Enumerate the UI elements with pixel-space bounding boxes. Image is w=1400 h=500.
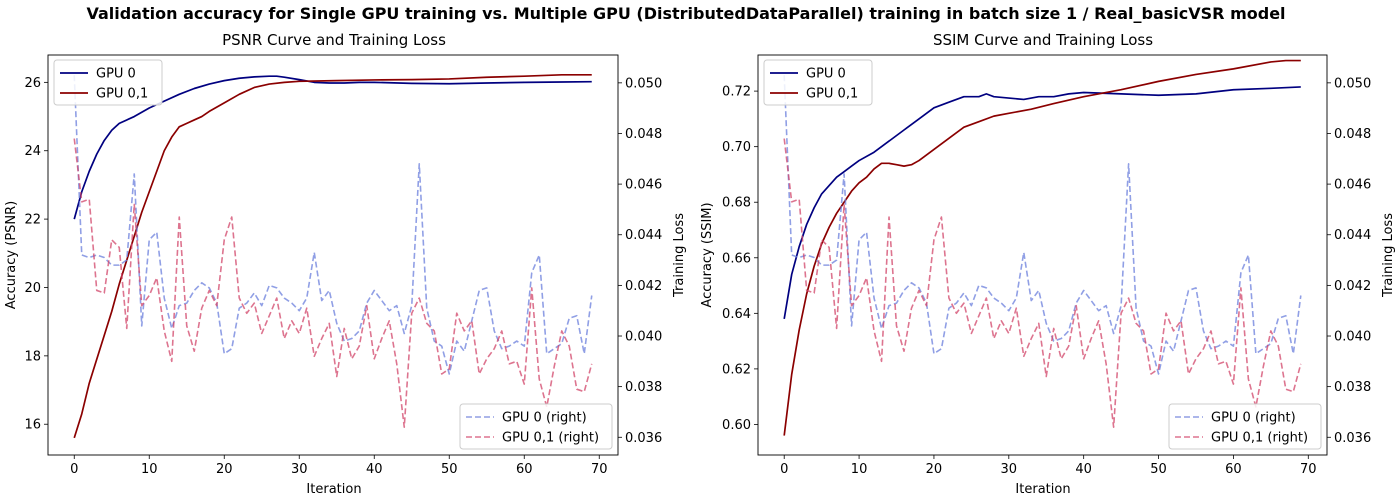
psnr-legend-right-box	[459, 403, 613, 450]
ssim-x-tick-label: 30	[1001, 462, 1018, 477]
ssim-legend-right: GPU 0 (right) GPU 0,1 (right)	[1168, 403, 1322, 450]
psnr-series-line-acc-gpu0	[73, 75, 592, 220]
ssim-y-tick-label: 0.62	[722, 362, 751, 377]
psnr-x-tick-label: 20	[216, 462, 233, 477]
ssim-legend-left: GPU 0 GPU 0,1	[763, 59, 873, 106]
psnr-y-axis-label: Accuracy (PSNR)	[4, 201, 19, 309]
ssim-y2-tick-label: 0.050	[1334, 76, 1371, 91]
psnr-plot-frame	[47, 54, 619, 456]
psnr-x-tick-label: 0	[70, 462, 78, 477]
psnr-x-tick-label: 70	[591, 462, 608, 477]
psnr-y2-axis-label: Training Loss	[672, 213, 687, 298]
ssim-y-tick-label: 0.72	[722, 85, 751, 100]
ssim-x-tick-label: 60	[1225, 462, 1242, 477]
ssim-y2-tick-label: 0.046	[1334, 178, 1371, 193]
ssim-x-tick-label: 40	[1075, 462, 1092, 477]
psnr-y-tick-label: 22	[24, 213, 41, 228]
ssim-y2-tick-label: 0.040	[1334, 330, 1371, 345]
psnr-x-tick-label: 50	[441, 462, 458, 477]
psnr-y2-tick-label: 0.050	[625, 76, 662, 91]
ssim-x-tick-label: 70	[1300, 462, 1317, 477]
ssim-y2-tick-label: 0.044	[1334, 228, 1371, 243]
ssim-legend-right-label: GPU 0,1 (right)	[1211, 431, 1308, 446]
ssim-x-tick-label: 0	[780, 462, 788, 477]
psnr-panel: PSNR Curve and Training Loss Iteration A…	[4, 31, 687, 497]
ssim-series-line-acc-gpu0	[783, 86, 1301, 320]
ssim-y-tick-label: 0.70	[722, 140, 751, 155]
psnr-y2-tick-label: 0.042	[625, 279, 662, 294]
psnr-y-tick-label: 20	[24, 281, 41, 296]
ssim-chart-title: SSIM Curve and Training Loss	[933, 31, 1153, 49]
psnr-x-axis-label: Iteration	[306, 482, 361, 497]
psnr-y2-tick-label: 0.048	[625, 127, 662, 142]
psnr-y-tick-label: 16	[24, 418, 41, 433]
ssim-series-line-acc-gpu01	[783, 59, 1301, 436]
ssim-legend-right-box	[1168, 403, 1322, 450]
ssim-y2-tick-label: 0.048	[1334, 127, 1371, 142]
psnr-y-tick-label: 18	[24, 349, 41, 364]
ssim-legend-left-label: GPU 0,1	[806, 87, 858, 102]
psnr-series-line-acc-gpu01	[73, 73, 592, 439]
psnr-y-tick-label: 26	[24, 76, 41, 91]
ssim-legend-left-label: GPU 0	[806, 67, 846, 82]
ssim-x-tick-label: 50	[1150, 462, 1167, 477]
psnr-legend-left-label: GPU 0	[96, 67, 136, 82]
psnr-x-tick-label: 40	[366, 462, 383, 477]
psnr-x-tick-label: 30	[291, 462, 308, 477]
psnr-legend-left-label: GPU 0,1	[96, 87, 148, 102]
ssim-y2-tick-label: 0.042	[1334, 279, 1371, 294]
ssim-y-tick-label: 0.64	[722, 307, 751, 322]
psnr-y2-tick-label: 0.044	[625, 228, 662, 243]
psnr-x-tick-label: 60	[516, 462, 533, 477]
ssim-plot-frame	[757, 54, 1328, 456]
psnr-legend-right: GPU 0 (right) GPU 0,1 (right)	[459, 403, 613, 450]
ssim-x-axis-label: Iteration	[1015, 482, 1070, 497]
psnr-y-tick-label: 24	[24, 144, 41, 159]
ssim-series-line-loss-gpu0	[783, 75, 1302, 375]
ssim-y2-tick-label: 0.038	[1334, 380, 1371, 395]
psnr-x-tick-label: 10	[141, 462, 158, 477]
psnr-legend-left: GPU 0 GPU 0,1	[53, 59, 163, 106]
psnr-chart-title: PSNR Curve and Training Loss	[222, 31, 446, 49]
psnr-legend-right-label: GPU 0 (right)	[502, 411, 587, 426]
ssim-series-line-loss-gpu01	[783, 138, 1302, 428]
ssim-legend-right-label: GPU 0 (right)	[1211, 411, 1296, 426]
psnr-y2-tick-label: 0.036	[625, 431, 662, 446]
psnr-series-line-loss-gpu01	[73, 138, 593, 428]
ssim-y2-tick-label: 0.036	[1334, 431, 1371, 446]
psnr-legend-right-label: GPU 0,1 (right)	[502, 431, 599, 446]
psnr-y2-tick-label: 0.046	[625, 178, 662, 193]
psnr-y2-tick-label: 0.038	[625, 380, 662, 395]
ssim-y-tick-label: 0.66	[722, 251, 751, 266]
ssim-y-axis-label: Accuracy (SSIM)	[700, 202, 715, 307]
figure-suptitle: Validation accuracy for Single GPU train…	[86, 4, 1285, 23]
ssim-panel: SSIM Curve and Training Loss Iteration A…	[700, 31, 1396, 497]
psnr-y2-tick-label: 0.040	[625, 330, 662, 345]
ssim-x-tick-label: 10	[851, 462, 868, 477]
ssim-x-tick-label: 20	[926, 462, 943, 477]
ssim-y-tick-label: 0.60	[722, 418, 751, 433]
ssim-y-tick-label: 0.68	[722, 196, 751, 211]
ssim-y2-axis-label: Training Loss	[1381, 213, 1396, 298]
